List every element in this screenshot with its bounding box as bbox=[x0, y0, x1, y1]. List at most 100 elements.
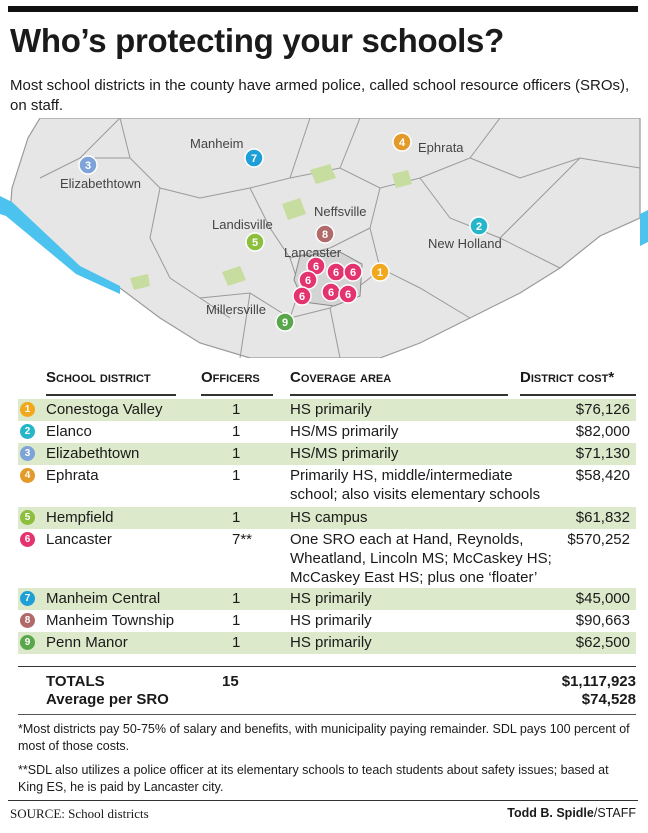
header-underline bbox=[46, 394, 176, 396]
officer-count: 1 bbox=[232, 445, 241, 462]
district-name: Elanco bbox=[46, 423, 92, 440]
district-name: Ephrata bbox=[46, 467, 99, 484]
district-badge-7: 7 bbox=[20, 591, 35, 606]
map-label-neffsville: Neffsville bbox=[314, 204, 367, 219]
coverage-area: HS primarily bbox=[290, 590, 372, 607]
map-label-landisville: Landisville bbox=[212, 217, 273, 232]
footer-rule bbox=[8, 800, 638, 801]
district-cost: $71,130 bbox=[575, 445, 630, 462]
district-cost: $90,663 bbox=[575, 612, 630, 629]
officer-count: 1 bbox=[232, 509, 241, 526]
district-cost: $570,252 bbox=[567, 531, 630, 548]
map-marker-9-label: 9 bbox=[282, 317, 288, 329]
totals-label: TOTALS bbox=[46, 673, 105, 690]
district-badge-2: 2 bbox=[20, 424, 35, 439]
table-row-ephrata: 4 Ephrata 1 Primarily HS, middle/interme… bbox=[18, 465, 636, 506]
district-name: Manheim Township bbox=[46, 612, 175, 629]
col-header-coverage: Coverage area bbox=[290, 369, 392, 386]
average-cost: $74,528 bbox=[581, 691, 636, 708]
coverage-area: HS/MS primarily bbox=[290, 423, 399, 440]
officer-count: 1 bbox=[232, 423, 241, 440]
coverage-area: HS primarily bbox=[290, 634, 372, 651]
source-line: SOURCE: School districts bbox=[10, 806, 149, 821]
page-title: Who’s protecting your schools? bbox=[10, 22, 504, 59]
district-badge-4: 4 bbox=[20, 468, 35, 483]
officer-count: 1 bbox=[232, 467, 241, 484]
map-marker-1 bbox=[370, 262, 390, 282]
map-label-manheim: Manheim bbox=[190, 136, 243, 151]
map-marker-4-label: 4 bbox=[399, 137, 406, 149]
map-marker-6a-label: 6 bbox=[313, 261, 319, 273]
officer-count: 1 bbox=[232, 590, 241, 607]
district-name: Lancaster bbox=[46, 531, 112, 548]
header-underline bbox=[290, 394, 508, 396]
map-marker-7-label: 7 bbox=[251, 153, 257, 165]
park-2 bbox=[392, 170, 412, 188]
credit-suffix: /STAFF bbox=[593, 806, 636, 820]
map-marker-7 bbox=[244, 148, 264, 168]
district-cost: $62,500 bbox=[575, 634, 630, 651]
table-row-hempfield: 5 Hempfield 1 HS campus $61,832 bbox=[18, 507, 636, 529]
table-row-manheim-township: 8 Manheim Township 1 HS primarily $90,66… bbox=[18, 610, 636, 632]
map-marker-4 bbox=[392, 132, 412, 152]
map-label-millersville: Millersville bbox=[206, 302, 266, 317]
park-1 bbox=[310, 164, 336, 184]
credit-line: Todd B. Spidle/STAFF bbox=[507, 806, 636, 820]
map-marker-6f-label: 6 bbox=[328, 287, 334, 299]
officer-count: 1 bbox=[232, 612, 241, 629]
page-subtitle: Most school districts in the county have… bbox=[10, 77, 630, 114]
table-header: School district Officers Coverage area D… bbox=[0, 367, 648, 396]
map-marker-5 bbox=[245, 232, 265, 252]
district-cost: $82,000 bbox=[575, 423, 630, 440]
totals-rule bbox=[18, 666, 636, 667]
totals-cost: $1,117,923 bbox=[561, 673, 636, 690]
map-marker-2 bbox=[469, 216, 489, 236]
average-label: Average per SRO bbox=[46, 691, 169, 708]
district-cost: $61,832 bbox=[575, 509, 630, 526]
coverage-area-line-1: Primarily HS, middle/intermediate bbox=[290, 467, 513, 484]
map-marker-6c bbox=[343, 262, 363, 282]
coverage-area-line-2: Wheatland, Lincoln MS; McCaskey HS; bbox=[290, 550, 552, 567]
table-row-elizabethtown: 3 Elizabethtown 1 HS/MS primarily $71,13… bbox=[18, 443, 636, 465]
officer-count: 7** bbox=[232, 531, 253, 548]
district-cost: $58,420 bbox=[575, 467, 630, 484]
district-badge-5: 5 bbox=[20, 510, 35, 525]
district-name: Conestoga Valley bbox=[46, 401, 163, 418]
district-badge-6: 6 bbox=[20, 532, 35, 547]
top-rule bbox=[8, 6, 638, 12]
map-label-new-holland: New Holland bbox=[428, 236, 502, 251]
col-header-officers: Officers bbox=[201, 369, 260, 386]
map-label-lancaster: Lancaster bbox=[284, 245, 342, 260]
notes-rule bbox=[18, 714, 636, 715]
map-marker-8-label: 8 bbox=[322, 229, 328, 241]
coverage-area: HS primarily bbox=[290, 401, 372, 418]
table-row-manheim-central: 7 Manheim Central 1 HS primarily $45,000 bbox=[18, 588, 636, 610]
coverage-area: HS campus bbox=[290, 509, 368, 526]
district-name: Penn Manor bbox=[46, 634, 128, 651]
table-row-lancaster: 6 Lancaster 7** One SRO each at Hand, Re… bbox=[18, 529, 636, 587]
map-marker-6d-label: 6 bbox=[305, 275, 311, 287]
credit-name: Todd B. Spidle bbox=[507, 806, 594, 820]
district-badge-3: 3 bbox=[20, 446, 35, 461]
park-3 bbox=[282, 198, 306, 220]
map-marker-6b-label: 6 bbox=[333, 267, 339, 279]
district-name: Elizabethtown bbox=[46, 445, 140, 462]
district-name: Manheim Central bbox=[46, 590, 161, 607]
map-marker-6g bbox=[338, 284, 358, 304]
map-marker-8 bbox=[315, 224, 335, 244]
map-label-elizabethtown: Elizabethtown bbox=[60, 176, 141, 191]
coverage-area: HS/MS primarily bbox=[290, 445, 399, 462]
map-marker-6c-label: 6 bbox=[350, 267, 356, 279]
district-badge-1: 1 bbox=[20, 402, 35, 417]
district-cost: $45,000 bbox=[575, 590, 630, 607]
header-underline bbox=[520, 394, 636, 396]
map-marker-1-label: 1 bbox=[377, 267, 383, 279]
table-row-elanco: 2 Elanco 1 HS/MS primarily $82,000 bbox=[18, 421, 636, 443]
map-marker-5-label: 5 bbox=[252, 237, 258, 249]
map-marker-3 bbox=[78, 155, 98, 175]
district-cost: $76,126 bbox=[575, 401, 630, 418]
map-marker-6g-label: 6 bbox=[345, 289, 351, 301]
district-map: Manheim Ephrata Elizabethtown Neffsville… bbox=[0, 118, 648, 358]
officer-count: 1 bbox=[232, 634, 241, 651]
park-5 bbox=[130, 274, 150, 290]
